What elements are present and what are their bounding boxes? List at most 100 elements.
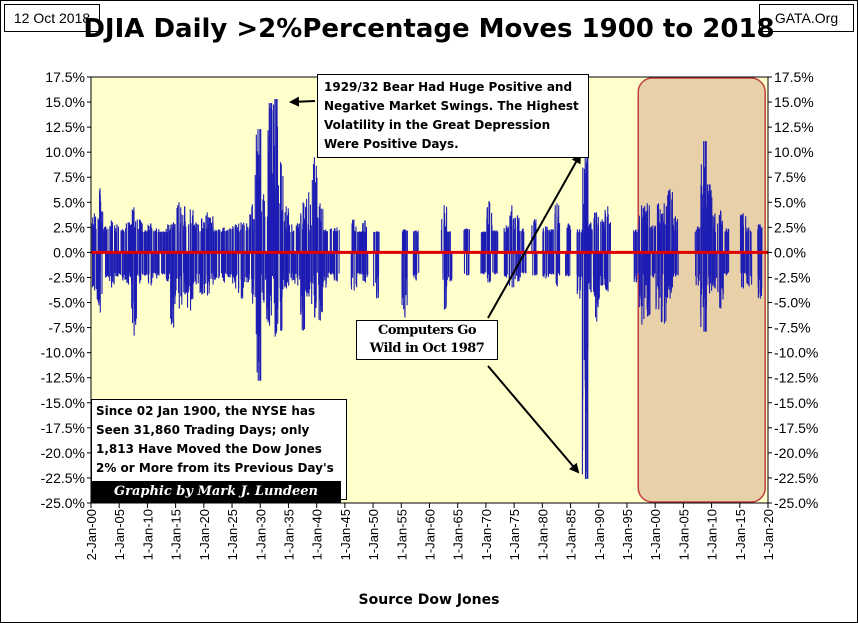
bar-up-1971 — [495, 231, 497, 253]
bar-max-2009 — [708, 184, 710, 253]
bar-up-1974 — [510, 211, 512, 253]
bar-up-1911 — [153, 231, 155, 253]
bar-down-2015 — [741, 252, 743, 274]
bar-max-1941 — [325, 229, 327, 253]
y-tick-label-right: 15.0% — [774, 94, 814, 110]
bar-up-1996 — [636, 232, 638, 253]
bar-up-1914 — [171, 224, 173, 253]
bar-up-1929 — [256, 202, 258, 253]
bar-down-1997 — [638, 252, 640, 293]
bar-up-1932 — [273, 191, 275, 253]
bar-down-1910 — [152, 252, 154, 278]
bar-down-1903 — [111, 252, 113, 278]
bar-up-1991 — [609, 228, 611, 253]
bar-min-1900 — [94, 252, 96, 291]
bar-up-1919 — [201, 228, 204, 253]
bar-up-1927 — [243, 225, 245, 253]
bar-min-1970 — [489, 252, 491, 283]
bar-max-1927 — [246, 223, 248, 253]
bar-up-1963 — [447, 231, 450, 253]
bar-up-1957 — [413, 231, 415, 253]
bar-min-2011 — [720, 252, 722, 309]
x-tick-label: 1-Jan-45 — [338, 509, 353, 560]
bar-up-1935 — [293, 230, 295, 253]
bar-down-1913 — [165, 252, 167, 278]
bar-up-1915 — [177, 205, 179, 253]
bar-up-2001 — [660, 214, 663, 253]
bar-up-1988 — [591, 230, 593, 253]
bar-down-1946 — [351, 252, 353, 275]
bar-max-1969 — [483, 231, 485, 253]
bar-max-1943 — [336, 227, 338, 253]
bar-up-1915 — [180, 213, 182, 253]
bar-up-2018 — [758, 224, 760, 253]
bar-down-1938 — [307, 252, 309, 294]
bars-layer — [91, 99, 763, 479]
bar-up-1943 — [335, 231, 337, 253]
bar-down-1927 — [245, 252, 247, 278]
bar-min-1943 — [336, 252, 338, 282]
bar-max-1996 — [635, 229, 637, 253]
bar-down-1912 — [162, 252, 164, 274]
bar-up-1982 — [554, 205, 556, 253]
bar-down-1991 — [605, 252, 607, 290]
bar-up-2016 — [749, 230, 752, 253]
bar-down-1978 — [536, 252, 538, 275]
bar-down-1942 — [327, 252, 330, 273]
bar-min-2018 — [759, 252, 761, 299]
bar-down-1991 — [609, 252, 611, 282]
bar-down-1924 — [227, 252, 229, 277]
bar-min-1999 — [652, 252, 654, 278]
bar-up-1938 — [309, 230, 311, 253]
bar-min-1901 — [99, 252, 101, 313]
bar-down-2001 — [661, 252, 663, 307]
bar-up-1980 — [542, 228, 544, 253]
bar-down-1914 — [171, 252, 173, 291]
bar-down-1999 — [649, 252, 651, 276]
bar-min-1978 — [534, 252, 536, 276]
bar-down-2011 — [722, 252, 724, 300]
bar-up-1911 — [158, 229, 160, 253]
bar-down-1989 — [593, 252, 595, 296]
bar-min-1984 — [568, 252, 570, 277]
bar-down-2015 — [744, 252, 746, 274]
bar-min-1981 — [551, 252, 553, 275]
bar-up-1940 — [320, 222, 322, 253]
bar-min-1911 — [156, 252, 158, 279]
bar-down-2002 — [667, 252, 669, 280]
bar-min-1966 — [466, 252, 468, 276]
bar-up-1914 — [174, 224, 176, 253]
bar-down-1980 — [547, 252, 549, 277]
bar-down-1948 — [363, 252, 365, 282]
bar-up-1902 — [103, 228, 105, 253]
bar-max-1904 — [116, 224, 118, 253]
bar-down-1911 — [157, 252, 159, 274]
bar-max-1998 — [646, 203, 648, 253]
bar-down-1935 — [293, 252, 295, 280]
bar-min-1940 — [319, 252, 321, 321]
bar-down-1938 — [310, 252, 312, 283]
bar-max-1955 — [404, 229, 406, 253]
bar-min-2003 — [675, 252, 677, 277]
bar-min-1932 — [274, 252, 276, 337]
bar-down-1901 — [96, 252, 98, 300]
bar-up-1962 — [446, 206, 448, 253]
bar-down-1942 — [332, 252, 334, 274]
bar-min-1929 — [257, 252, 259, 381]
bar-max-1986 — [579, 229, 581, 253]
bar-down-1941 — [322, 252, 324, 283]
bar-up-1934 — [286, 215, 288, 253]
bar-up-2011 — [719, 215, 721, 253]
bar-up-1912 — [159, 231, 161, 253]
bar-up-1928 — [250, 214, 252, 253]
bar-max-1934 — [285, 206, 287, 253]
x-tick-label: 1-Jan-65 — [451, 509, 466, 560]
bar-up-2010 — [717, 223, 719, 253]
bar-down-1932 — [271, 252, 274, 277]
x-tick-label: 1-Jan-05 — [112, 509, 127, 560]
bar-up-1962 — [444, 225, 446, 253]
bar-notable-1929-10-30 — [259, 129, 262, 253]
bar-min-2009 — [709, 252, 711, 294]
x-tick-label: 1-Jan-25 — [225, 509, 240, 560]
bar-up-1906 — [125, 223, 127, 253]
